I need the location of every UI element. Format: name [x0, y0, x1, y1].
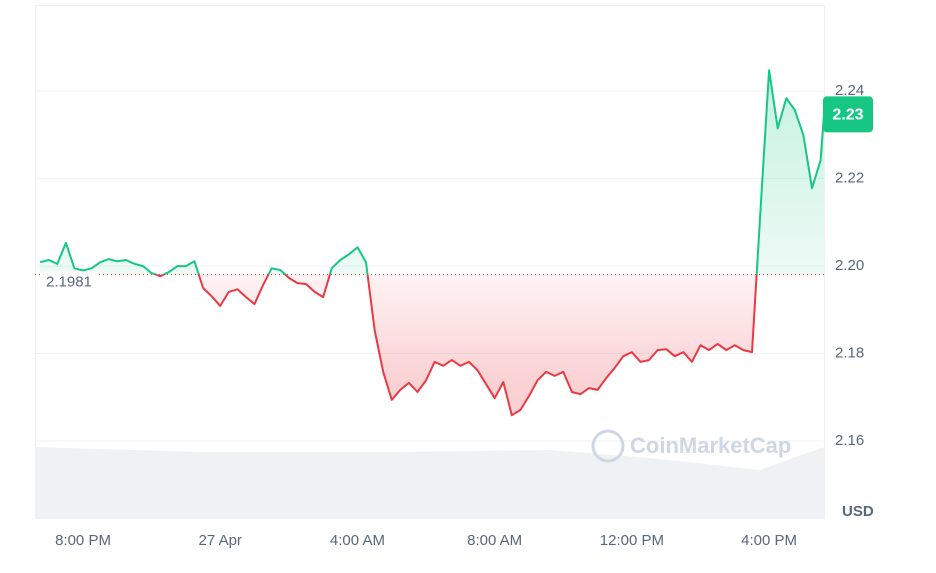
x-tick-label: 8:00 PM: [55, 532, 111, 549]
x-tick-label: 8:00 AM: [467, 532, 522, 549]
watermark: CoinMarketCap: [591, 429, 791, 463]
y-unit: USD: [842, 503, 874, 520]
price-line: [39, 69, 825, 417]
price-area: [40, 70, 825, 416]
current-price-badge: 2.23: [823, 96, 873, 133]
y-tick-label: 2.22: [835, 170, 864, 187]
current-price-text: 2.23: [832, 107, 863, 124]
x-tick-label: 27 Apr: [199, 532, 242, 549]
y-tick-label: 2.20: [835, 257, 864, 274]
current-price-bg: [823, 96, 873, 133]
x-tick-label: 4:00 AM: [330, 532, 385, 549]
x-tick-label: 4:00 PM: [741, 532, 797, 549]
y-tick-label: 2.18: [835, 345, 864, 362]
baseline-label: 2.1981: [40, 271, 98, 292]
baseline-label-text: 2.1981: [46, 273, 92, 290]
x-tick-label: 12:00 PM: [600, 532, 664, 549]
y-tick-label: 2.16: [835, 432, 864, 449]
plot-frame: [35, 5, 825, 519]
watermark-text: CoinMarketCap: [630, 433, 791, 458]
baseline-label-bg: [40, 271, 98, 292]
volume-area: [35, 447, 824, 518]
y-tick-label: 2.24: [835, 82, 864, 99]
